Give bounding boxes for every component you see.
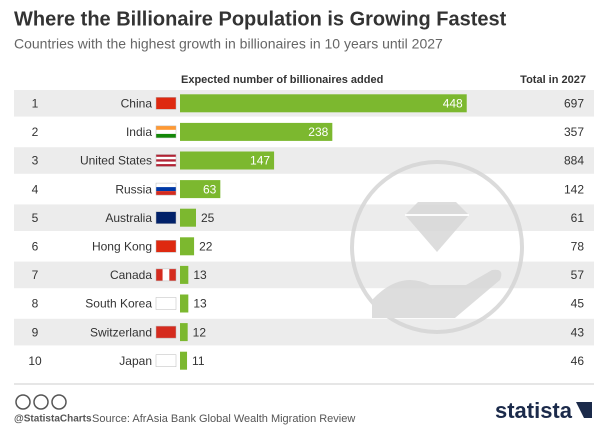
category-label: China — [121, 96, 153, 110]
flag-border — [155, 97, 177, 110]
flag-border — [155, 211, 177, 224]
category-label: Australia — [105, 211, 152, 225]
total-value: 78 — [571, 239, 585, 253]
chart-subtitle: Countries with the highest growth in bil… — [14, 36, 443, 52]
bar — [180, 180, 221, 199]
flag — [156, 187, 176, 192]
row-band — [14, 318, 594, 346]
category-label: Hong Kong — [92, 239, 152, 253]
flag — [156, 240, 176, 253]
value-label: 12 — [193, 325, 207, 339]
rank: 7 — [32, 268, 39, 282]
rank: 8 — [32, 297, 39, 311]
flag — [156, 156, 176, 160]
value-label: 147 — [250, 154, 270, 168]
total-value: 61 — [571, 211, 585, 225]
flag-border — [155, 125, 177, 139]
diamond-hand-icon — [350, 160, 524, 334]
flag — [156, 326, 176, 339]
rank: 10 — [28, 354, 42, 368]
handle: @StatistaCharts — [14, 414, 92, 425]
flag — [156, 183, 176, 188]
bar — [180, 237, 195, 256]
value-label: 11 — [192, 354, 205, 368]
flag — [156, 129, 176, 134]
flag — [156, 97, 176, 110]
flag — [156, 268, 163, 281]
total-value: 45 — [571, 297, 585, 311]
flag — [156, 159, 176, 162]
value-label: 13 — [193, 268, 207, 282]
flag — [169, 268, 176, 281]
brand-mark — [576, 402, 592, 418]
flag — [156, 211, 176, 224]
value-label: 448 — [443, 96, 463, 110]
flag-border — [155, 182, 177, 196]
bar — [180, 122, 333, 141]
rank: 3 — [32, 154, 39, 168]
category-label: United States — [80, 154, 152, 168]
row-band — [14, 261, 594, 289]
rank: 2 — [32, 125, 39, 139]
bar — [180, 208, 196, 227]
value-label: 13 — [193, 297, 207, 311]
rank: 1 — [32, 96, 39, 110]
category-label: Japan — [119, 354, 152, 368]
category-label: Russia — [115, 182, 152, 196]
bar — [180, 151, 275, 170]
flag — [156, 297, 176, 310]
flag — [156, 161, 176, 165]
value-label: 238 — [308, 125, 328, 139]
bar — [180, 294, 189, 313]
flag — [156, 133, 176, 138]
flag-border — [155, 268, 177, 282]
category-label: India — [126, 125, 152, 139]
chart-title: Where the Billionaire Population is Grow… — [14, 8, 507, 30]
flag-border — [155, 297, 177, 310]
total-value: 697 — [564, 96, 584, 110]
flag — [156, 354, 176, 367]
flag-border — [155, 325, 177, 339]
rank: 5 — [32, 211, 39, 225]
flag — [162, 268, 170, 281]
category-label: Canada — [110, 268, 152, 282]
category-label: Switzerland — [90, 325, 152, 339]
bar — [180, 323, 188, 342]
total-value: 142 — [564, 182, 584, 196]
value-label: 63 — [203, 182, 217, 196]
row-band — [14, 204, 594, 231]
flag — [156, 191, 176, 196]
total-value: 57 — [571, 268, 585, 282]
bar — [180, 351, 188, 370]
total-value: 357 — [564, 125, 584, 139]
flag — [156, 154, 176, 157]
total-header: Total in 2027 — [520, 74, 586, 86]
total-value: 884 — [564, 154, 584, 168]
source: Source: AfrAsia Bank Global Wealth Migra… — [92, 413, 355, 425]
rank: 6 — [32, 239, 39, 253]
flag-border — [155, 354, 177, 367]
flag — [156, 125, 176, 130]
flag-border — [155, 154, 177, 167]
rank: 4 — [32, 182, 39, 196]
value-label: 22 — [199, 239, 213, 253]
value-label: 25 — [201, 211, 215, 225]
value-header: Expected number of billionaires added — [181, 74, 383, 86]
row-band — [14, 147, 594, 174]
bar — [180, 265, 189, 284]
total-value: 43 — [571, 325, 585, 339]
total-value: 46 — [571, 354, 585, 368]
license-icons — [15, 394, 67, 410]
category-label: South Korea — [85, 297, 152, 311]
rank: 9 — [32, 325, 39, 339]
flag — [156, 164, 176, 167]
bar — [180, 94, 467, 113]
flag-border — [155, 240, 177, 253]
brand: statista — [495, 398, 573, 423]
